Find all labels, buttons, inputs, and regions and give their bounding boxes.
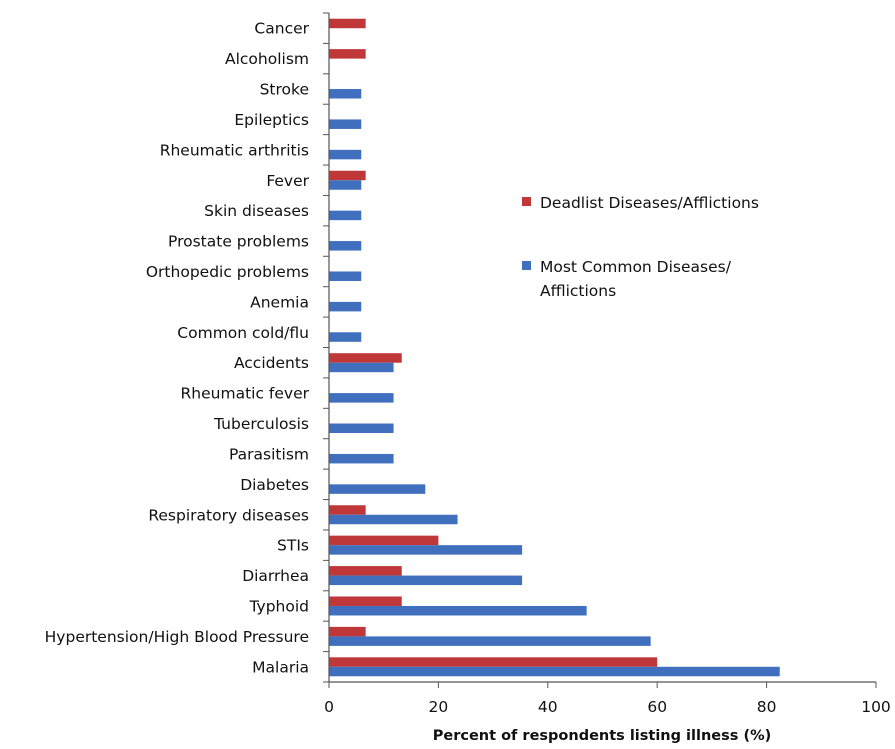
category-label-alcoholism: Alcoholism — [225, 50, 309, 68]
bar-most-common-tuberculosis — [329, 423, 394, 434]
bar-deadliest-diarrhea — [329, 566, 402, 576]
bar-most-common-rheumatic-fever — [329, 393, 394, 403]
category-label-diarrhea: Diarrhea — [242, 567, 309, 585]
category-label-fever: Fever — [266, 172, 309, 190]
category-label-rheumatic-fever: Rheumatic fever — [181, 385, 310, 403]
category-label-common-cold-flu: Common cold/flu — [177, 324, 309, 342]
category-label-prostate-problems: Prostate problems — [168, 233, 309, 251]
category-label-malaria: Malaria — [252, 658, 309, 676]
category-label-diabetes: Diabetes — [240, 476, 309, 494]
x-tick-label: 60 — [647, 698, 667, 716]
legend: Deadlist Diseases/Afflictions Most Common… — [522, 194, 759, 300]
x-tick-label: 80 — [757, 698, 777, 716]
bar-most-common-hypertension-high-blood-pressure — [329, 636, 651, 646]
bar-most-common-parasitism — [329, 453, 394, 464]
category-label-stroke: Stroke — [260, 81, 309, 99]
category-label-typhoid: Typhoid — [248, 597, 309, 615]
bar-most-common-stroke — [329, 89, 362, 99]
x-tick-labels: 0 20 40 60 80 100 — [324, 698, 891, 716]
bar-most-common-anemia — [329, 301, 362, 312]
category-label-rheumatic-arthritis: Rheumatic arthritis — [160, 141, 309, 159]
legend-swatch-deadliest — [522, 197, 531, 206]
bar-most-common-stis — [329, 545, 523, 555]
category-label-accidents: Accidents — [234, 354, 309, 372]
category-label-skin-diseases: Skin diseases — [204, 202, 309, 220]
x-tick-label: 100 — [861, 698, 891, 716]
bar-most-common-diarrhea — [329, 575, 523, 586]
bar-deadliest-malaria — [329, 657, 658, 667]
legend-label-deadliest: Deadlist Diseases/Afflictions — [540, 194, 759, 212]
bar-most-common-accidents — [329, 362, 394, 373]
bar-deadliest-cancer — [329, 18, 366, 29]
legend-label-most-common: Most Common Diseases/ — [540, 258, 732, 276]
bar-most-common-respiratory-diseases — [329, 514, 458, 525]
category-label-hypertension-high-blood-pressure: Hypertension/High Blood Pressure — [45, 628, 309, 646]
bar-most-common-epileptics — [329, 119, 362, 129]
bar-most-common-common-cold-flu — [329, 332, 362, 342]
bar-most-common-orthopedic-problems — [329, 271, 362, 281]
bars-group — [329, 18, 780, 677]
category-label-cancer: Cancer — [254, 20, 309, 38]
bar-deadliest-respiratory-diseases — [329, 505, 366, 515]
bar-most-common-malaria — [329, 666, 780, 677]
category-label-tuberculosis: Tuberculosis — [213, 415, 309, 433]
bar-deadliest-alcoholism — [329, 49, 366, 59]
category-label-anemia: Anemia — [250, 293, 309, 311]
category-label-parasitism: Parasitism — [229, 445, 309, 463]
x-axis-title: Percent of respondents listing illness (… — [433, 728, 771, 744]
x-tick-label: 40 — [538, 698, 558, 716]
category-label-stis: STIs — [277, 537, 309, 555]
bar-most-common-diabetes — [329, 484, 426, 494]
x-tick-label: 0 — [324, 698, 334, 716]
bar-most-common-rheumatic-arthritis — [329, 149, 362, 160]
bar-most-common-fever — [329, 180, 362, 190]
bar-deadliest-fever — [329, 170, 366, 181]
bar-most-common-prostate-problems — [329, 241, 362, 251]
axes-group — [323, 12, 877, 688]
category-label-epileptics: Epileptics — [234, 111, 309, 129]
legend-swatch-most-common — [522, 261, 531, 270]
bar-deadliest-typhoid — [329, 596, 402, 606]
bar-deadliest-accidents — [329, 353, 402, 363]
x-tick-label: 20 — [429, 698, 449, 716]
category-labels: Cancer Alcoholism Stroke Epileptics Rheumati… — [45, 20, 310, 677]
bar-deadliest-stis — [329, 535, 439, 546]
bar-deadliest-hypertension-high-blood-pressure — [329, 626, 366, 637]
category-label-respiratory-diseases: Respiratory diseases — [148, 506, 309, 524]
category-label-orthopedic-problems: Orthopedic problems — [146, 263, 309, 281]
bar-most-common-typhoid — [329, 605, 587, 616]
legend-label-most-common-line2: Afflictions — [540, 282, 616, 300]
bar-most-common-skin-diseases — [329, 210, 362, 221]
